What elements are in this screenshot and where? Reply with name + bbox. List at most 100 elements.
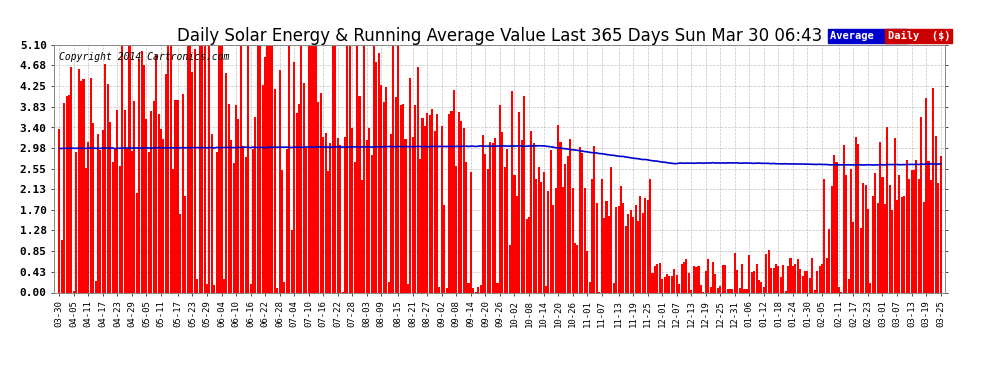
Bar: [792, 266, 794, 292]
Bar: [240, 45, 242, 292]
Bar: [264, 57, 266, 292]
Bar: [807, 271, 809, 292]
Bar: [269, 45, 271, 292]
Bar: [739, 288, 741, 292]
Bar: [925, 98, 927, 292]
Bar: [286, 149, 288, 292]
Bar: [644, 198, 646, 292]
Bar: [628, 214, 630, 292]
Bar: [77, 69, 79, 292]
Bar: [770, 268, 772, 292]
Bar: [666, 274, 668, 292]
Bar: [378, 53, 380, 292]
Bar: [164, 74, 167, 292]
Bar: [300, 45, 302, 292]
Bar: [405, 139, 407, 292]
Bar: [283, 282, 285, 292]
Bar: [252, 149, 254, 292]
Bar: [238, 118, 240, 292]
Bar: [201, 45, 203, 292]
Bar: [380, 86, 382, 292]
Bar: [434, 132, 436, 292]
Bar: [850, 169, 852, 292]
Bar: [819, 266, 821, 292]
Bar: [732, 289, 734, 292]
Bar: [427, 113, 429, 292]
Bar: [446, 288, 447, 292]
Bar: [869, 283, 871, 292]
Bar: [361, 180, 363, 292]
Bar: [596, 203, 598, 292]
Bar: [557, 124, 559, 292]
Bar: [884, 204, 886, 292]
Bar: [65, 96, 67, 292]
Bar: [174, 100, 176, 292]
Bar: [387, 282, 390, 292]
Bar: [80, 81, 82, 292]
Bar: [794, 264, 796, 292]
Bar: [335, 45, 337, 292]
Bar: [896, 200, 898, 292]
Bar: [901, 196, 903, 292]
Bar: [620, 186, 622, 292]
Bar: [487, 169, 489, 292]
Bar: [881, 177, 883, 292]
Bar: [97, 134, 99, 292]
Bar: [552, 205, 554, 292]
Bar: [767, 250, 770, 292]
Bar: [196, 279, 198, 292]
Bar: [157, 114, 159, 292]
Bar: [390, 134, 392, 292]
Bar: [763, 287, 765, 292]
Bar: [574, 243, 576, 292]
Bar: [455, 166, 457, 292]
Bar: [313, 45, 315, 292]
Bar: [293, 62, 295, 292]
Bar: [504, 167, 506, 292]
Bar: [184, 196, 186, 292]
Bar: [256, 45, 258, 292]
Bar: [179, 214, 181, 292]
Bar: [136, 193, 138, 292]
Bar: [566, 156, 569, 292]
Bar: [373, 45, 375, 292]
Bar: [656, 264, 658, 292]
Bar: [538, 167, 540, 292]
Bar: [85, 168, 87, 292]
Bar: [344, 137, 346, 292]
Bar: [872, 196, 874, 292]
Bar: [424, 126, 426, 292]
Bar: [60, 240, 62, 292]
Bar: [661, 279, 663, 292]
Bar: [678, 284, 680, 292]
Bar: [199, 45, 201, 292]
Bar: [526, 219, 528, 292]
Bar: [675, 275, 678, 292]
Bar: [506, 149, 508, 292]
Bar: [330, 143, 332, 292]
Bar: [358, 96, 360, 292]
Bar: [356, 45, 358, 292]
Bar: [898, 175, 901, 292]
Bar: [715, 274, 717, 292]
Bar: [305, 147, 307, 292]
Bar: [167, 45, 169, 292]
Bar: [606, 201, 608, 292]
Bar: [586, 251, 588, 292]
Bar: [281, 170, 283, 292]
Bar: [102, 130, 104, 292]
Bar: [649, 179, 651, 292]
Bar: [928, 160, 930, 292]
Bar: [204, 45, 206, 292]
Bar: [409, 78, 412, 292]
Bar: [916, 160, 918, 292]
Bar: [755, 264, 757, 292]
Bar: [419, 159, 421, 292]
Bar: [310, 45, 312, 292]
Bar: [351, 128, 353, 292]
Bar: [109, 122, 111, 292]
Bar: [683, 262, 685, 292]
Bar: [789, 258, 792, 292]
Bar: [70, 67, 72, 292]
Bar: [854, 136, 857, 292]
